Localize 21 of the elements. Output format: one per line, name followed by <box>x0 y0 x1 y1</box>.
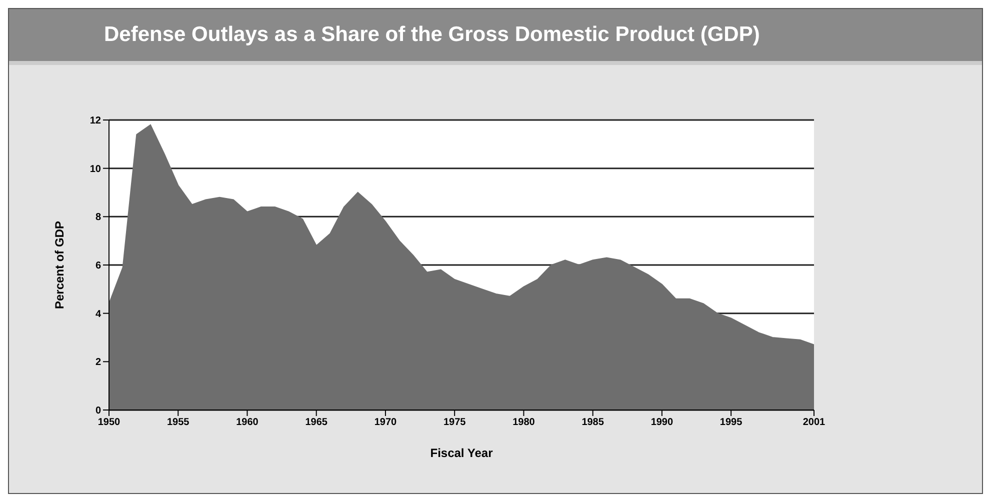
x-tick-label: 1965 <box>305 417 328 428</box>
y-tick-label: 10 <box>90 164 102 175</box>
y-tick-label: 2 <box>95 357 102 368</box>
y-tick-label: 4 <box>95 308 102 320</box>
y-tick-label: 0 <box>95 406 102 417</box>
x-tick-label: 1960 <box>236 417 259 428</box>
x-tick-label: 1995 <box>720 417 743 428</box>
x-axis-title: Fiscal Year <box>430 446 494 460</box>
x-tick-label: 2001 <box>802 417 826 428</box>
y-tick-label: 8 <box>95 212 102 224</box>
x-tick-label: 1955 <box>166 417 190 428</box>
y-tick-label: 6 <box>95 260 102 272</box>
y-tick-label: 12 <box>90 116 102 127</box>
x-tick-label: 1985 <box>582 417 604 428</box>
x-tick-label: 1970 <box>374 417 398 428</box>
chart-title: Defense Outlays as a Share of the Gross Domestic Product (GDP) <box>9 9 982 65</box>
x-tick-label: 1975 <box>443 417 466 428</box>
x-tick-label: 1990 <box>650 417 674 428</box>
x-tick-label: 1980 <box>512 417 536 428</box>
y-axis-title: Percent of GDP <box>52 220 66 310</box>
x-tick-label: 1950 <box>98 417 121 428</box>
